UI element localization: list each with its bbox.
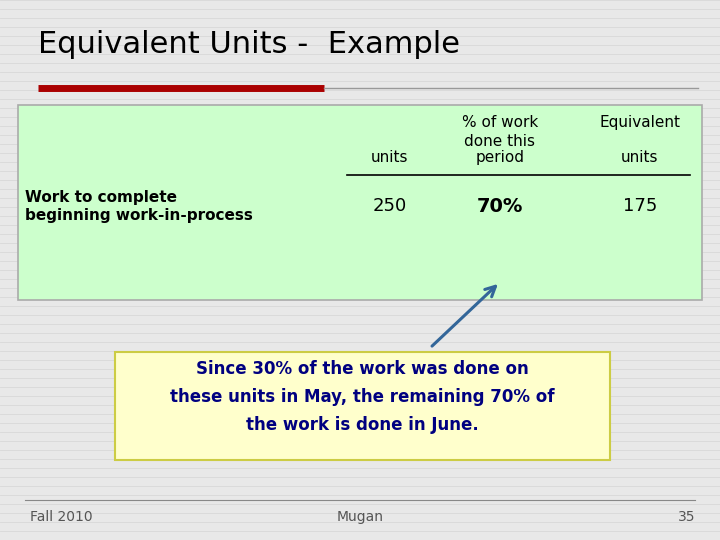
Text: 250: 250 xyxy=(373,197,407,215)
Text: Mugan: Mugan xyxy=(336,510,384,524)
Text: beginning work-in-process: beginning work-in-process xyxy=(25,208,253,223)
FancyBboxPatch shape xyxy=(18,105,702,300)
Text: Equivalent: Equivalent xyxy=(600,115,680,130)
Text: % of work
done this: % of work done this xyxy=(462,115,538,148)
Text: units: units xyxy=(372,150,409,165)
Text: Fall 2010: Fall 2010 xyxy=(30,510,93,524)
Text: period: period xyxy=(475,150,524,165)
Text: 175: 175 xyxy=(623,197,657,215)
FancyBboxPatch shape xyxy=(115,352,610,460)
Text: 35: 35 xyxy=(678,510,695,524)
Text: units: units xyxy=(621,150,659,165)
Text: Work to complete: Work to complete xyxy=(25,190,177,205)
Text: 70%: 70% xyxy=(477,197,523,216)
Text: Equivalent Units -  Example: Equivalent Units - Example xyxy=(38,30,460,59)
Text: Since 30% of the work was done on
these units in May, the remaining 70% of
the w: Since 30% of the work was done on these … xyxy=(170,360,554,434)
